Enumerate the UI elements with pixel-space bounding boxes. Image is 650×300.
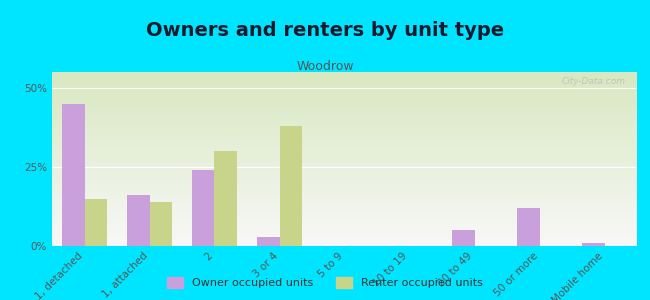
Bar [62, 103, 84, 246]
Bar [150, 202, 172, 246]
Bar [582, 243, 604, 246]
Bar [517, 208, 540, 246]
Bar [84, 199, 107, 246]
Bar [192, 170, 215, 246]
Bar [214, 151, 237, 246]
Text: Owners and renters by unit type: Owners and renters by unit type [146, 21, 504, 40]
Bar [452, 230, 474, 246]
Bar [257, 236, 280, 246]
Text: City-Data.com: City-Data.com [562, 77, 625, 86]
Text: Woodrow: Woodrow [296, 60, 354, 73]
Bar [280, 126, 302, 246]
Bar [127, 195, 150, 246]
Legend: Owner occupied units, Renter occupied units: Owner occupied units, Renter occupied un… [163, 273, 487, 291]
